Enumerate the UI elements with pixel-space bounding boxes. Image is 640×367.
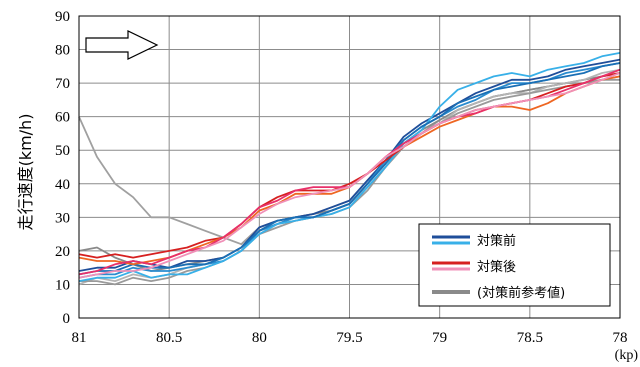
series-line-4	[78, 62, 621, 276]
y-tick-label: 70	[55, 76, 70, 92]
y-tick-label: 50	[55, 143, 70, 159]
x-tick-label: 80.5	[156, 330, 182, 346]
tick-labels: 0 10 20 30 40 50 60 70 80 90 81 80.5 80 79.5 79 78.5 78	[55, 9, 628, 346]
x-axis-unit: (kp)	[615, 348, 639, 363]
legend-label: 対策前	[477, 233, 516, 249]
y-tick-label: 40	[55, 177, 70, 193]
legend-label: 対策後	[477, 259, 516, 275]
x-tick-label: 79	[432, 330, 447, 346]
y-tick-label: 60	[55, 110, 70, 126]
y-tick-label: 0	[63, 311, 71, 327]
x-tick-label: 81	[72, 330, 87, 346]
y-axis-label: 走行速度(km/h)	[16, 114, 35, 231]
series-line-8	[78, 72, 621, 279]
y-tick-label: 90	[55, 9, 70, 25]
direction-arrow-icon	[85, 30, 159, 60]
x-tick-label: 79.5	[336, 330, 362, 346]
x-tick-label: 80	[252, 330, 267, 346]
series-lines	[78, 52, 621, 286]
y-tick-label: 10	[55, 277, 70, 293]
series-line-3	[78, 52, 621, 282]
y-tick-label: 80	[55, 43, 70, 59]
plot-frame	[78, 15, 621, 319]
y-tick-label: 20	[55, 244, 70, 260]
x-tick-label: 78.5	[517, 330, 543, 346]
x-tick-label: 78	[613, 330, 628, 346]
legend-label: (対策前参考値)	[477, 285, 565, 301]
y-tick-label: 30	[55, 210, 70, 226]
